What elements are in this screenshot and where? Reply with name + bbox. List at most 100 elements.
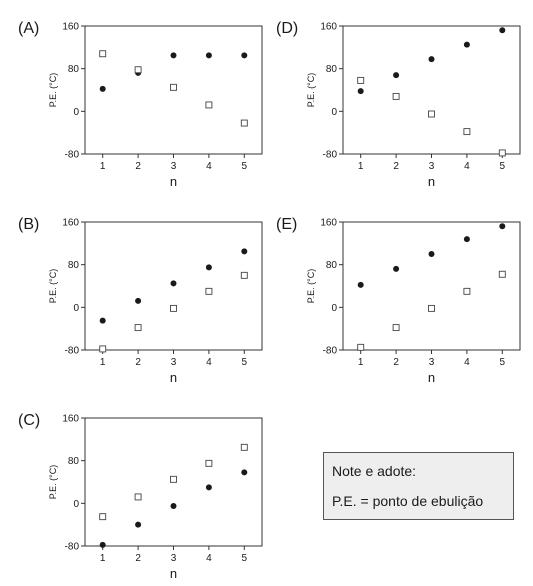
- scatter-plot-b: 160 80 0 -80 1 2 3 4 5 n P.E. (°C): [48, 218, 263, 385]
- data-point-filled-circle: [463, 41, 470, 48]
- y-tick-label: 160: [62, 22, 79, 33]
- data-point-filled-circle: [393, 72, 400, 79]
- y-tick-label: 0: [73, 303, 79, 314]
- x-tick-label: 2: [393, 357, 399, 368]
- data-point-filled-circle: [499, 223, 506, 230]
- y-axis-label: P.E. (°C): [48, 465, 58, 499]
- y-tick-label: 0: [331, 107, 337, 118]
- y-axis-label: P.E. (°C): [48, 269, 58, 303]
- x-tick-label: 3: [171, 553, 177, 564]
- data-point-open-square: [99, 345, 107, 353]
- data-point-open-square: [240, 271, 248, 279]
- data-point-open-square: [428, 110, 435, 118]
- x-tick-label: 2: [135, 553, 141, 564]
- x-tick-label: 3: [171, 357, 177, 368]
- x-tick-label: 3: [171, 161, 177, 172]
- data-point-open-square: [170, 475, 177, 483]
- x-tick-label: 5: [500, 357, 506, 368]
- y-tick-label: 0: [331, 303, 337, 314]
- y-axis-label: P.E. (°C): [306, 269, 316, 303]
- data-point-open-square: [99, 50, 107, 58]
- data-point-open-square: [205, 287, 213, 295]
- data-point-filled-circle: [241, 469, 248, 476]
- data-point-filled-circle: [205, 52, 212, 59]
- data-point-open-square: [498, 270, 506, 278]
- data-point-filled-circle: [357, 281, 364, 288]
- y-tick-label: 160: [320, 218, 337, 229]
- x-tick-label: 4: [206, 553, 212, 564]
- data-point-filled-circle: [393, 265, 400, 272]
- y-tick-label: -80: [65, 542, 80, 553]
- data-point-open-square: [463, 128, 471, 136]
- data-point-open-square: [240, 443, 248, 451]
- chart-panel-b: (B) 160 80 0 -80 1 2 3 4 5 n P.E. (°C): [0, 200, 263, 390]
- y-tick-label: 0: [73, 499, 79, 510]
- data-point-open-square: [357, 76, 365, 84]
- x-tick-label: 1: [358, 161, 364, 172]
- x-tick-label: 5: [242, 553, 248, 564]
- y-tick-label: 80: [68, 456, 80, 467]
- data-point-open-square: [205, 459, 213, 467]
- y-tick-label: 0: [73, 107, 79, 118]
- data-point-filled-circle: [428, 251, 435, 257]
- y-tick-label: -80: [323, 150, 338, 161]
- data-point-open-square: [240, 119, 248, 127]
- x-tick-label: 4: [464, 161, 470, 172]
- x-axis-label: n: [170, 566, 177, 581]
- panel-label: (E): [276, 216, 298, 233]
- x-axis-label: n: [428, 174, 435, 189]
- panel-label: (C): [18, 412, 41, 429]
- x-tick-label: 5: [242, 357, 248, 368]
- y-tick-label: 160: [62, 414, 79, 425]
- scatter-plot-e: 160 80 0 -80 1 2 3 4 5 n P.E. (°C): [306, 218, 521, 385]
- data-point-filled-circle: [357, 88, 364, 95]
- data-point-open-square: [463, 287, 471, 295]
- data-point-open-square: [498, 149, 506, 157]
- data-point-open-square: [99, 513, 107, 521]
- x-axis-label: n: [428, 370, 435, 385]
- x-tick-label: 1: [100, 161, 106, 172]
- data-point-filled-circle: [205, 264, 212, 271]
- data-point-filled-circle: [170, 280, 177, 287]
- scatter-plot-a: 160 80 0 -80 1 2 3 4 5 n P.E. (°C): [48, 22, 263, 189]
- data-point-filled-circle: [135, 521, 142, 528]
- data-point-filled-circle: [499, 27, 506, 34]
- x-tick-label: 2: [393, 161, 399, 172]
- x-tick-label: 4: [464, 357, 470, 368]
- note-definition: P.E. = ponto de ebulição: [332, 493, 484, 509]
- data-point-filled-circle: [99, 317, 106, 324]
- data-point-filled-circle: [463, 236, 470, 243]
- x-tick-label: 5: [500, 161, 506, 172]
- scatter-plot-c: 160 80 0 -80 1 2 3 4 5 n P.E. (°C): [48, 414, 263, 581]
- panel-label: (A): [18, 20, 40, 37]
- plot-frame: [342, 221, 521, 351]
- note-title: Note e adote:: [332, 463, 417, 479]
- x-tick-label: 1: [100, 357, 106, 368]
- data-point-open-square: [392, 92, 400, 100]
- panel-label: (D): [276, 20, 299, 37]
- y-axis-label: P.E. (°C): [306, 73, 316, 107]
- y-axis-label: P.E. (°C): [48, 73, 58, 107]
- data-point-filled-circle: [205, 484, 212, 491]
- x-tick-label: 2: [135, 357, 141, 368]
- x-tick-label: 1: [100, 553, 106, 564]
- y-tick-label: 80: [326, 260, 338, 271]
- x-tick-label: 4: [206, 357, 212, 368]
- data-point-open-square: [428, 304, 435, 312]
- data-point-filled-circle: [99, 85, 106, 92]
- data-point-filled-circle: [170, 52, 177, 59]
- y-tick-label: 160: [62, 218, 79, 229]
- panel-label: (B): [18, 216, 40, 233]
- x-axis-label: n: [170, 174, 177, 189]
- data-point-open-square: [134, 66, 142, 74]
- x-axis-label: n: [170, 370, 177, 385]
- x-tick-label: 4: [206, 161, 212, 172]
- data-point-filled-circle: [135, 297, 142, 304]
- x-tick-label: 3: [429, 161, 435, 172]
- data-point-filled-circle: [99, 541, 106, 548]
- data-point-open-square: [134, 493, 142, 501]
- data-point-filled-circle: [170, 503, 177, 509]
- data-point-open-square: [170, 83, 177, 91]
- data-point-open-square: [134, 324, 142, 332]
- plot-frame: [342, 25, 521, 155]
